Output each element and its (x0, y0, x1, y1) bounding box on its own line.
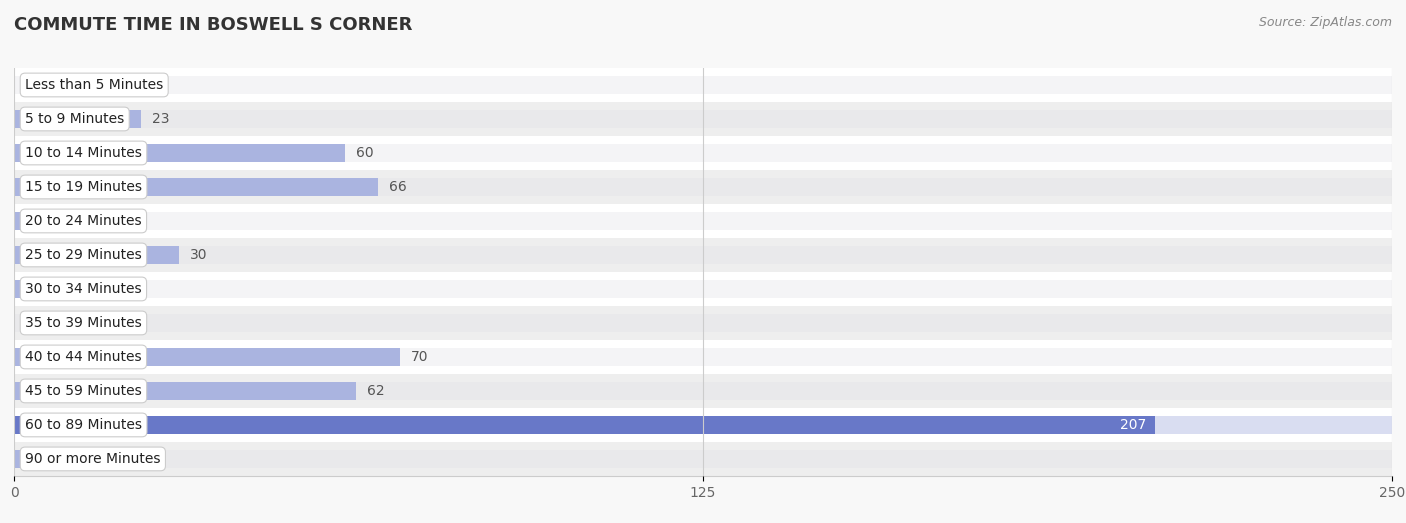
Text: 35 to 39 Minutes: 35 to 39 Minutes (25, 316, 142, 330)
Text: 15: 15 (108, 452, 125, 466)
Text: Source: ZipAtlas.com: Source: ZipAtlas.com (1258, 16, 1392, 29)
Text: 25 to 29 Minutes: 25 to 29 Minutes (25, 248, 142, 262)
Bar (14, 246, 180, 264)
Text: 66: 66 (389, 180, 406, 194)
FancyBboxPatch shape (14, 272, 1392, 306)
Text: 23: 23 (152, 112, 169, 126)
Bar (14, 314, 1392, 332)
Bar (14, 110, 1392, 128)
FancyBboxPatch shape (14, 170, 1392, 204)
FancyBboxPatch shape (14, 442, 1392, 476)
Text: 0: 0 (25, 78, 34, 92)
Bar (14, 178, 1392, 196)
Text: 20 to 24 Minutes: 20 to 24 Minutes (25, 214, 142, 228)
Bar (14, 280, 63, 298)
Text: 90 or more Minutes: 90 or more Minutes (25, 452, 160, 466)
Text: 207: 207 (1121, 418, 1147, 432)
Text: 10 to 14 Minutes: 10 to 14 Minutes (25, 146, 142, 160)
FancyBboxPatch shape (14, 136, 1392, 170)
Bar (14, 76, 1392, 94)
Bar (14, 144, 1392, 162)
Bar (14, 246, 1392, 264)
Bar (14, 416, 1154, 434)
Text: 60 to 89 Minutes: 60 to 89 Minutes (25, 418, 142, 432)
Bar (14, 382, 1392, 400)
Text: 0: 0 (25, 316, 34, 330)
Text: 15 to 19 Minutes: 15 to 19 Minutes (25, 180, 142, 194)
Text: 62: 62 (367, 384, 384, 398)
FancyBboxPatch shape (14, 204, 1392, 238)
Text: 30: 30 (190, 248, 208, 262)
Text: COMMUTE TIME IN BOSWELL S CORNER: COMMUTE TIME IN BOSWELL S CORNER (14, 16, 412, 33)
FancyBboxPatch shape (14, 306, 1392, 340)
Text: 17: 17 (118, 214, 136, 228)
FancyBboxPatch shape (14, 68, 1392, 102)
Bar (14, 280, 1392, 298)
Bar (14, 450, 97, 468)
FancyBboxPatch shape (14, 408, 1392, 442)
FancyBboxPatch shape (14, 340, 1392, 374)
Text: 70: 70 (411, 350, 429, 364)
Text: Less than 5 Minutes: Less than 5 Minutes (25, 78, 163, 92)
Bar (14, 178, 378, 196)
Bar (14, 382, 356, 400)
Text: 9: 9 (75, 282, 83, 296)
Text: 30 to 34 Minutes: 30 to 34 Minutes (25, 282, 142, 296)
Bar (14, 110, 141, 128)
Bar (14, 144, 344, 162)
Text: 60: 60 (356, 146, 374, 160)
Bar (14, 348, 1392, 366)
FancyBboxPatch shape (14, 102, 1392, 136)
Text: 5 to 9 Minutes: 5 to 9 Minutes (25, 112, 124, 126)
Bar (14, 450, 1392, 468)
Bar (14, 212, 108, 230)
Bar (14, 348, 399, 366)
FancyBboxPatch shape (14, 238, 1392, 272)
Bar (14, 212, 1392, 230)
Text: 45 to 59 Minutes: 45 to 59 Minutes (25, 384, 142, 398)
FancyBboxPatch shape (14, 374, 1392, 408)
Bar (14, 416, 1392, 434)
Text: 40 to 44 Minutes: 40 to 44 Minutes (25, 350, 142, 364)
